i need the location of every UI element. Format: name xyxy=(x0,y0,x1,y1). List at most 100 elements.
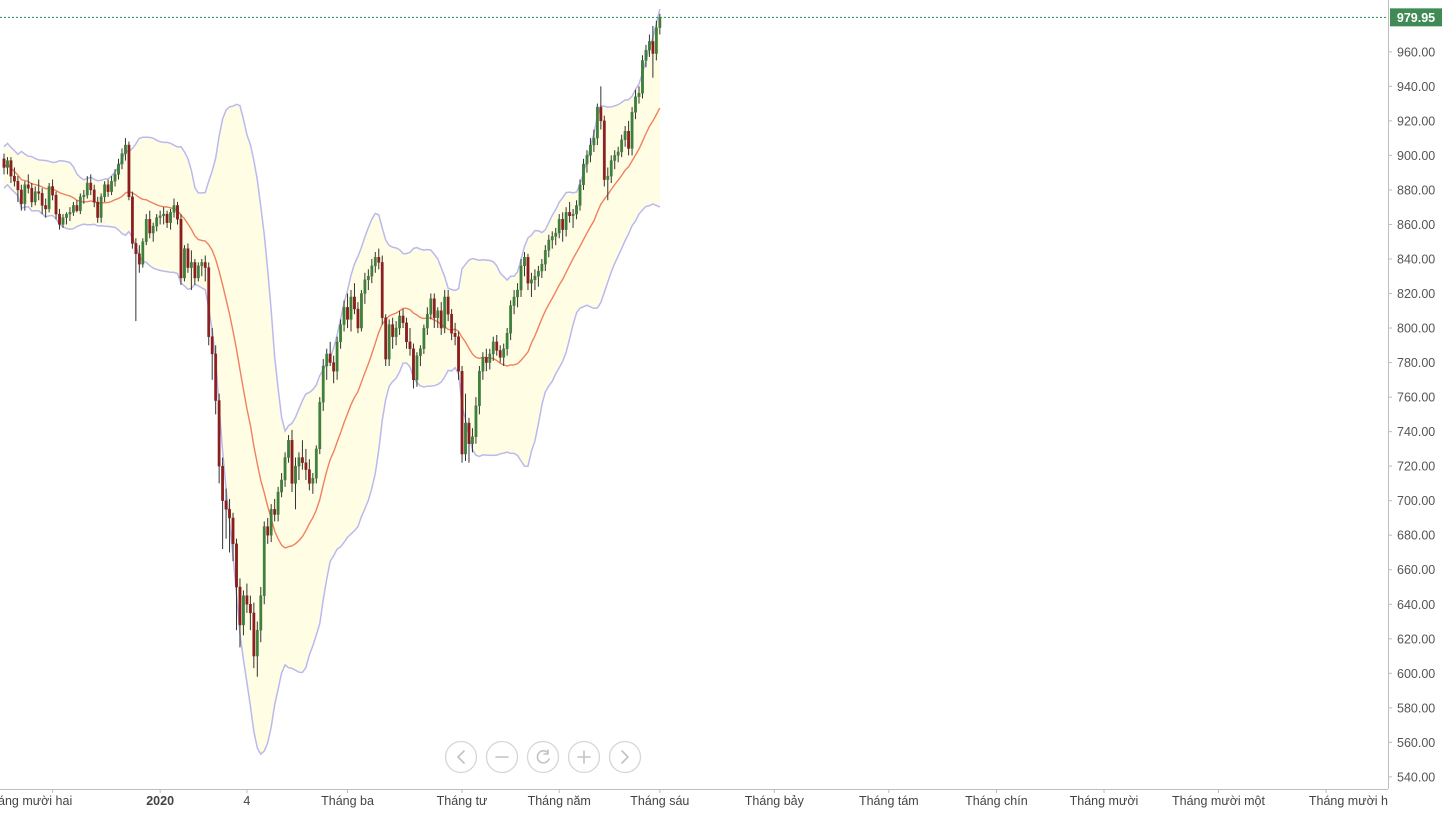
candle-body-down xyxy=(245,595,249,605)
candle xyxy=(242,590,245,636)
candle-body-up xyxy=(321,365,325,403)
candle xyxy=(144,214,148,246)
candle xyxy=(23,181,27,211)
candle xyxy=(644,44,648,68)
candle-body-up xyxy=(61,217,65,225)
candle xyxy=(287,435,290,463)
candle-body-down xyxy=(2,158,6,168)
candle xyxy=(297,452,301,480)
candle xyxy=(127,141,131,201)
candle xyxy=(311,473,315,494)
candle xyxy=(363,272,367,304)
candle-body-up xyxy=(363,279,367,294)
candle xyxy=(193,258,197,285)
candle xyxy=(30,183,34,208)
y-tick-label: 560.00 xyxy=(1397,736,1435,750)
candle xyxy=(13,167,16,187)
candle-body-down xyxy=(412,348,415,381)
candle-body-down xyxy=(44,205,48,210)
candle-body-up xyxy=(23,184,27,204)
candle-body-up xyxy=(99,196,103,218)
candle xyxy=(502,343,506,367)
candle xyxy=(609,155,613,184)
y-tick-label: 740.00 xyxy=(1397,425,1435,439)
candle xyxy=(415,352,419,387)
candle-body-down xyxy=(391,324,395,337)
candle-body-down xyxy=(13,175,16,182)
candle xyxy=(266,517,270,544)
candle-body-up xyxy=(429,298,433,315)
candle-body-down xyxy=(304,462,308,470)
candle xyxy=(89,174,93,196)
zoom-out-button[interactable] xyxy=(485,740,519,774)
candle-body-up xyxy=(509,305,513,334)
candle-body-down xyxy=(408,341,412,349)
candle xyxy=(578,179,582,211)
candle-body-up xyxy=(505,333,509,349)
candle xyxy=(550,231,554,249)
candle-body-down xyxy=(353,296,356,310)
candle-body-up xyxy=(366,276,370,280)
candle-body-up xyxy=(540,263,544,272)
y-tick-label: 940.00 xyxy=(1397,80,1435,94)
candle-body-up xyxy=(339,324,342,343)
candle-body-up xyxy=(162,213,166,217)
candle xyxy=(318,397,322,455)
candle xyxy=(592,129,596,152)
candle xyxy=(554,227,558,246)
candle xyxy=(356,302,360,334)
candle-body-up xyxy=(575,205,578,215)
x-tick-label: Tháng tư xyxy=(437,794,488,808)
candle xyxy=(477,366,481,415)
scroll-left-button[interactable] xyxy=(444,740,478,774)
candle xyxy=(623,126,627,147)
candle xyxy=(405,317,408,349)
band-fill xyxy=(4,9,660,755)
candle-body-down xyxy=(290,440,294,484)
chart-navigation[interactable] xyxy=(444,740,642,774)
candle-body-down xyxy=(332,362,336,372)
candle xyxy=(648,34,651,57)
scroll-right-button[interactable] xyxy=(608,740,642,774)
zoom-in-button[interactable] xyxy=(567,740,601,774)
candle xyxy=(120,148,124,170)
candle xyxy=(460,366,464,463)
candle xyxy=(214,345,218,415)
candle xyxy=(290,429,294,493)
y-tick-label: 900.00 xyxy=(1397,149,1435,163)
candle-body-up xyxy=(297,457,301,467)
candle xyxy=(519,258,523,297)
candle-body-down xyxy=(599,106,603,122)
candle xyxy=(224,488,228,539)
candle xyxy=(564,207,568,237)
candle-body-up xyxy=(533,276,537,280)
candle-body-up xyxy=(85,182,89,196)
candle xyxy=(179,214,183,285)
candle xyxy=(106,179,110,197)
candle-body-down xyxy=(377,257,381,263)
candle xyxy=(613,150,617,170)
candle xyxy=(203,255,207,282)
reset-button[interactable] xyxy=(526,740,560,774)
y-tick-label: 860.00 xyxy=(1397,218,1435,232)
candle-body-down xyxy=(401,315,405,324)
candle xyxy=(654,20,658,61)
candle-body-up xyxy=(335,341,339,372)
x-tick-label: 2020 xyxy=(146,794,174,808)
candle-body-down xyxy=(210,336,214,355)
candle xyxy=(61,214,65,228)
candle-body-up xyxy=(519,265,523,291)
candle xyxy=(637,86,641,104)
candle xyxy=(235,538,238,631)
candle-body-up xyxy=(502,348,506,358)
candle-body-up xyxy=(110,181,113,192)
candle-body-up xyxy=(276,491,280,515)
candle xyxy=(446,290,450,322)
candle-body-down xyxy=(130,196,134,244)
candle-body-down xyxy=(51,186,54,196)
candle xyxy=(307,459,311,491)
candle xyxy=(294,457,297,510)
